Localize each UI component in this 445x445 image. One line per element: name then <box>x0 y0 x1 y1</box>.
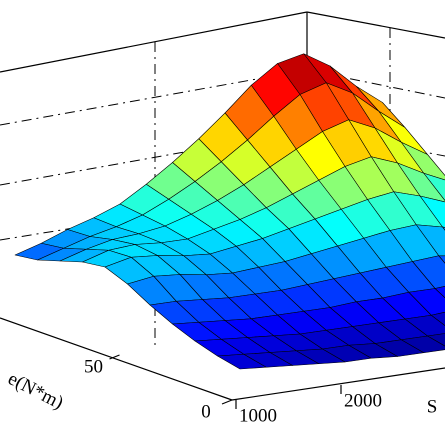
box-edge <box>0 11 308 73</box>
x-tick <box>221 399 233 405</box>
y-axis-label: S <box>427 396 438 417</box>
axis-line <box>231 367 445 401</box>
surface-cell <box>217 353 267 370</box>
wall-grid <box>0 129 308 186</box>
y-tick-label: 2000 <box>344 390 382 411</box>
x-tick <box>109 354 120 360</box>
x-tick-label: 0 <box>201 401 211 422</box>
box-edge <box>306 11 445 39</box>
x-axis-label: e(N*m) <box>4 368 66 414</box>
axis-line <box>0 317 233 401</box>
wall-grid <box>0 69 308 126</box>
x-tick-label: 50 <box>84 356 103 377</box>
surface <box>14 53 445 370</box>
y-tick-label: 1000 <box>239 405 277 426</box>
surface-cell <box>442 226 445 231</box>
